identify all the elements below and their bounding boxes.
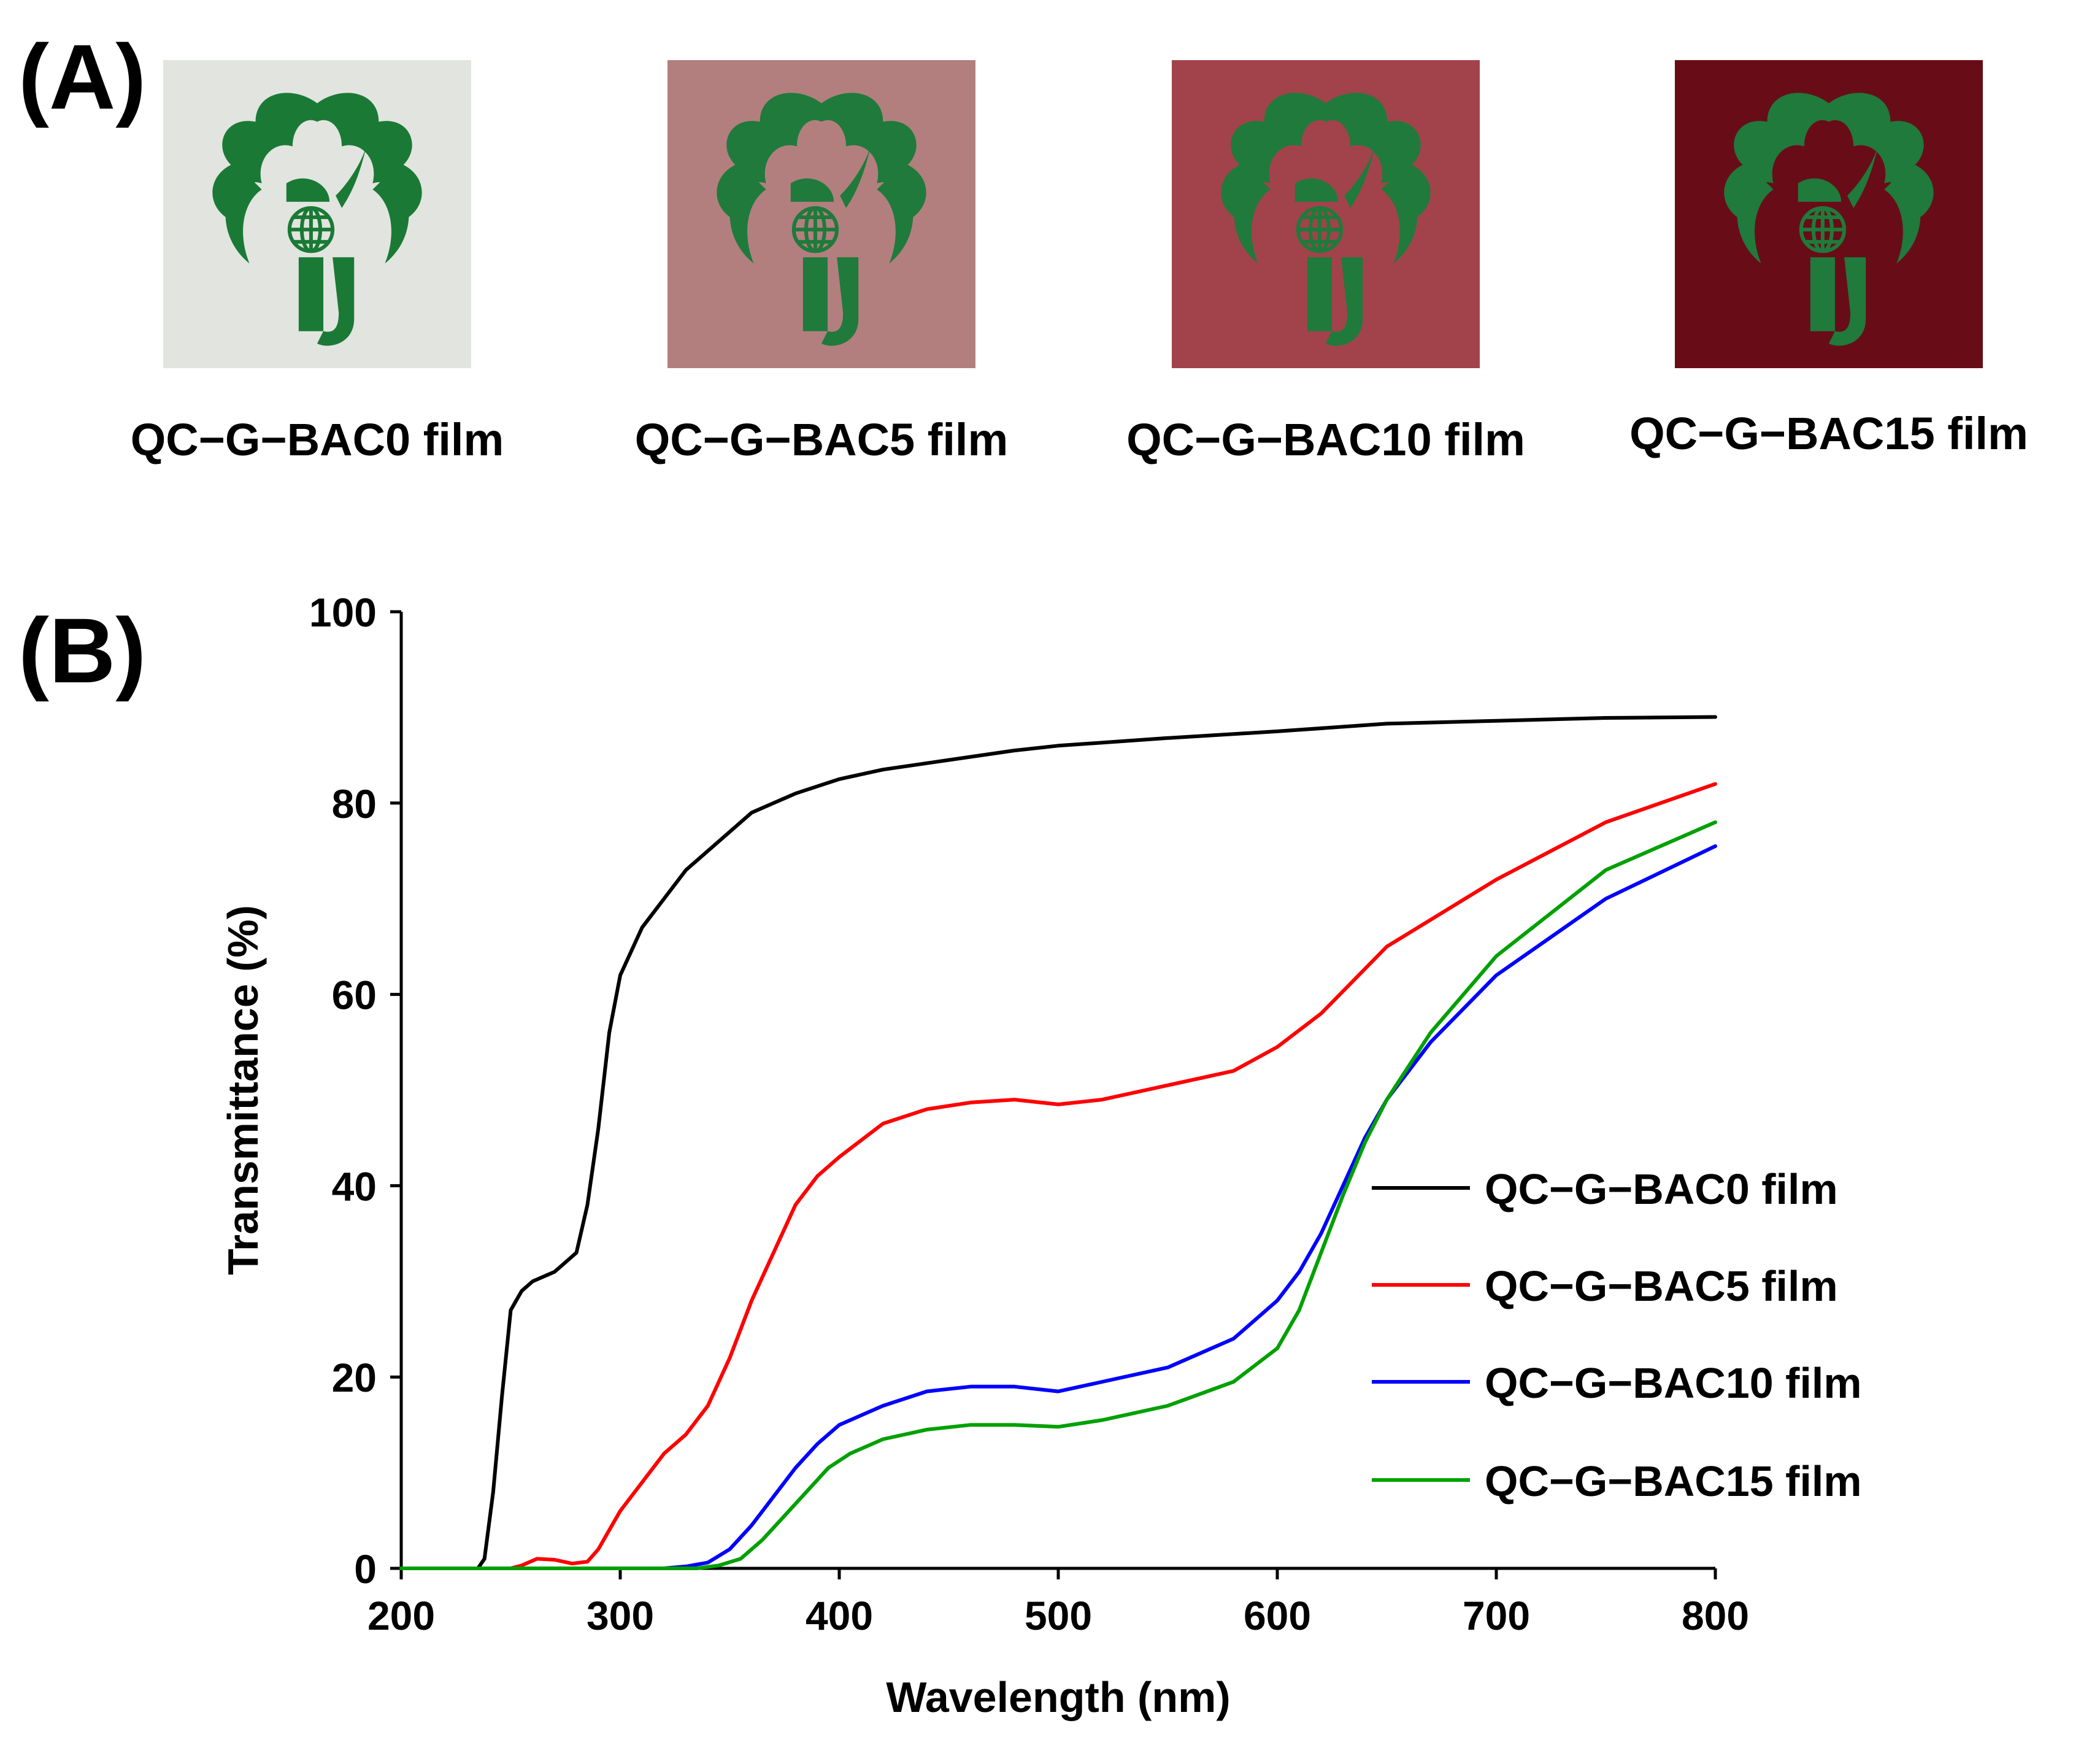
- film-caption: QC−G−BAC0 film: [130, 414, 504, 465]
- film-sample: [667, 60, 975, 368]
- x-tick-label: 600: [1244, 1593, 1311, 1638]
- x-tick-label: 200: [367, 1593, 435, 1638]
- panel-b-label: (B): [18, 599, 147, 702]
- panel-a-label: (A): [18, 25, 147, 128]
- legend-label: QC−G−BAC5 film: [1485, 1262, 1838, 1310]
- x-tick-label: 300: [587, 1593, 654, 1638]
- legend-label: QC−G−BAC0 film: [1485, 1165, 1838, 1213]
- legend-label: QC−G−BAC10 film: [1485, 1359, 1862, 1407]
- film-caption: QC−G−BAC10 film: [1126, 414, 1525, 465]
- uoj-tree-logo-icon: [667, 60, 975, 368]
- legend-label: QC−G−BAC15 film: [1485, 1457, 1862, 1505]
- y-tick-label: 80: [332, 781, 377, 827]
- series-line: [399, 782, 1717, 1570]
- series-line: [399, 820, 1717, 1570]
- x-axis-label: Wavelength (nm): [886, 1673, 1230, 1721]
- x-tick-label: 700: [1463, 1593, 1530, 1638]
- uoj-tree-logo-icon: [163, 60, 471, 368]
- y-tick-label: 0: [354, 1546, 377, 1592]
- x-tick-label: 400: [806, 1593, 873, 1638]
- film-sample: [163, 60, 471, 368]
- film-sample: [1675, 60, 1983, 368]
- film-caption: QC−G−BAC5 film: [634, 414, 1009, 465]
- series-line: [399, 715, 1717, 1570]
- y-tick-label: 40: [332, 1163, 377, 1209]
- y-tick-label: 60: [332, 973, 377, 1018]
- uoj-tree-logo-icon: [1675, 60, 1983, 368]
- film-sample: [1172, 60, 1480, 368]
- x-tick-label: 500: [1025, 1593, 1092, 1638]
- y-tick-label: 20: [332, 1355, 377, 1400]
- film-caption: QC−G−BAC15 film: [1629, 408, 2028, 459]
- y-tick-label: 100: [309, 590, 377, 635]
- y-axis-label: Transmittance (%): [219, 905, 267, 1275]
- uoj-tree-logo-icon: [1172, 60, 1480, 368]
- x-tick-label: 800: [1682, 1593, 1749, 1638]
